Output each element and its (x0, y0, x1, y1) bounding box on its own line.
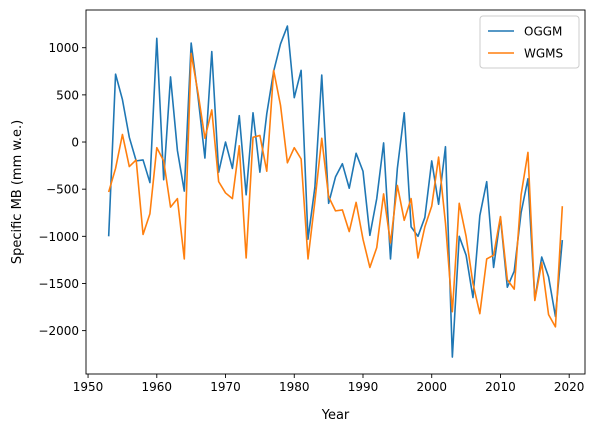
series-layer (107, 25, 564, 358)
x-tick-label: 1960 (142, 380, 173, 394)
x-tick-label: 2010 (485, 380, 516, 394)
x-tick-label: 1970 (210, 380, 241, 394)
y-tick-label: −1500 (38, 277, 79, 291)
x-tick-label: 1950 (73, 380, 104, 394)
x-axis: 1950 1960 1970 1980 1990 2000 2010 2020 (73, 374, 585, 394)
y-tick-label: −500 (46, 183, 79, 197)
plot-frame (85, 9, 586, 375)
y-axis: −2000 −1500 −1000 −500 0 500 1000 (38, 41, 86, 338)
x-tick-label: 1980 (279, 380, 310, 394)
y-tick-label: −2000 (38, 324, 79, 338)
y-tick-label: −1000 (38, 230, 79, 244)
y-tick-label: 0 (71, 136, 79, 150)
legend-label-oggm: OGGM (524, 25, 562, 39)
x-tick-label: 2000 (416, 380, 447, 394)
y-tick-label: 500 (56, 88, 79, 102)
y-tick-label: 1000 (48, 41, 79, 55)
y-axis-label: Specific MB (mm w.e.) (10, 120, 25, 264)
series-line-oggm (107, 25, 564, 358)
legend: OGGM WGMS (479, 15, 580, 69)
series-line-wgms (107, 52, 564, 328)
legend-label-wgms: WGMS (524, 47, 563, 61)
x-axis-label: Year (321, 408, 350, 423)
x-tick-label: 2020 (554, 380, 585, 394)
legend-box (479, 15, 580, 69)
x-tick-label: 1990 (348, 380, 379, 394)
